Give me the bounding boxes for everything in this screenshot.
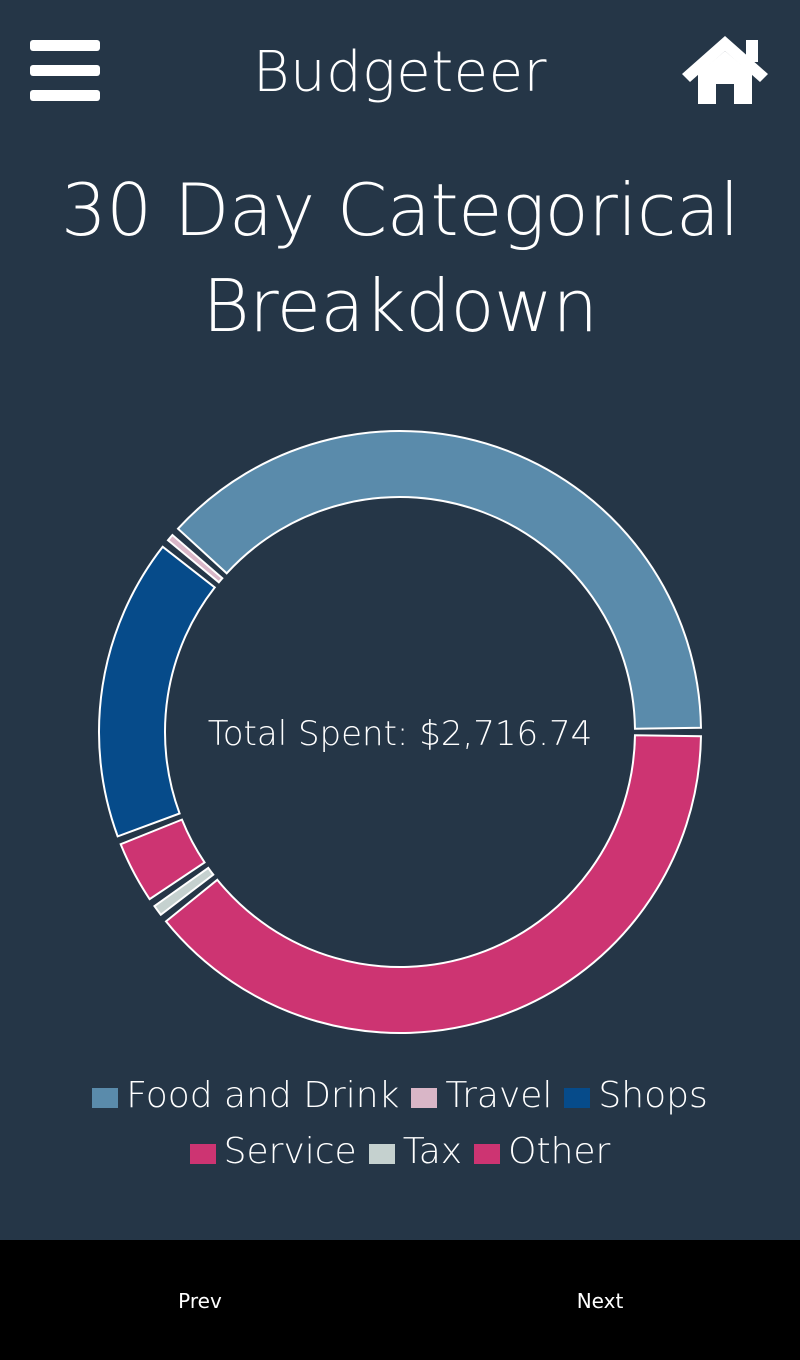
legend-label: Shops [598,1075,708,1116]
legend-label: Food and Drink [126,1075,400,1116]
legend-swatch [411,1088,438,1108]
legend-row: Service Tax Other [40,1124,760,1180]
legend-label: Travel [445,1075,553,1116]
home-icon[interactable] [678,34,772,106]
app-header: Budgeteer [0,0,800,150]
legend-item-travel[interactable]: Travel [411,1068,552,1124]
prev-button[interactable]: Prev [178,1289,222,1313]
slice-food-and-drink[interactable] [176,430,702,730]
legend-swatch [564,1088,591,1108]
chart-legend: Food and Drink Travel Shops Service Tax Other [40,1068,760,1180]
legend-label: Service [223,1131,357,1172]
slice-tax[interactable] [153,866,215,917]
legend-item-shops[interactable]: Shops [564,1068,708,1124]
legend-label: Other [508,1131,611,1172]
legend-item-food-and-drink[interactable]: Food and Drink [92,1068,399,1124]
slice-shops[interactable] [98,545,217,838]
donut-chart: Total Spent: $2,716.74 [98,430,702,1034]
chart-center-label: Total Spent: $2,716.74 [208,714,592,754]
slice-other[interactable] [119,818,206,901]
legend-row: Food and Drink Travel Shops [40,1068,760,1124]
footer-nav: Prev Next [0,1240,800,1360]
legend-swatch [92,1088,119,1108]
hamburger-menu-icon[interactable] [30,40,100,102]
page-title: 30 Day Categorical Breakdown [60,168,740,348]
legend-swatch [189,1144,216,1164]
legend-swatch [474,1144,501,1164]
legend-label: Tax [402,1131,463,1172]
app-title: Budgeteer [252,40,548,105]
legend-item-tax[interactable]: Tax [368,1124,463,1180]
slice-service[interactable] [164,734,702,1034]
slice-travel[interactable] [166,533,224,584]
legend-swatch [368,1144,395,1164]
next-button[interactable]: Next [576,1289,624,1313]
legend-item-other[interactable]: Other [474,1124,610,1180]
legend-item-service[interactable]: Service [189,1124,357,1180]
